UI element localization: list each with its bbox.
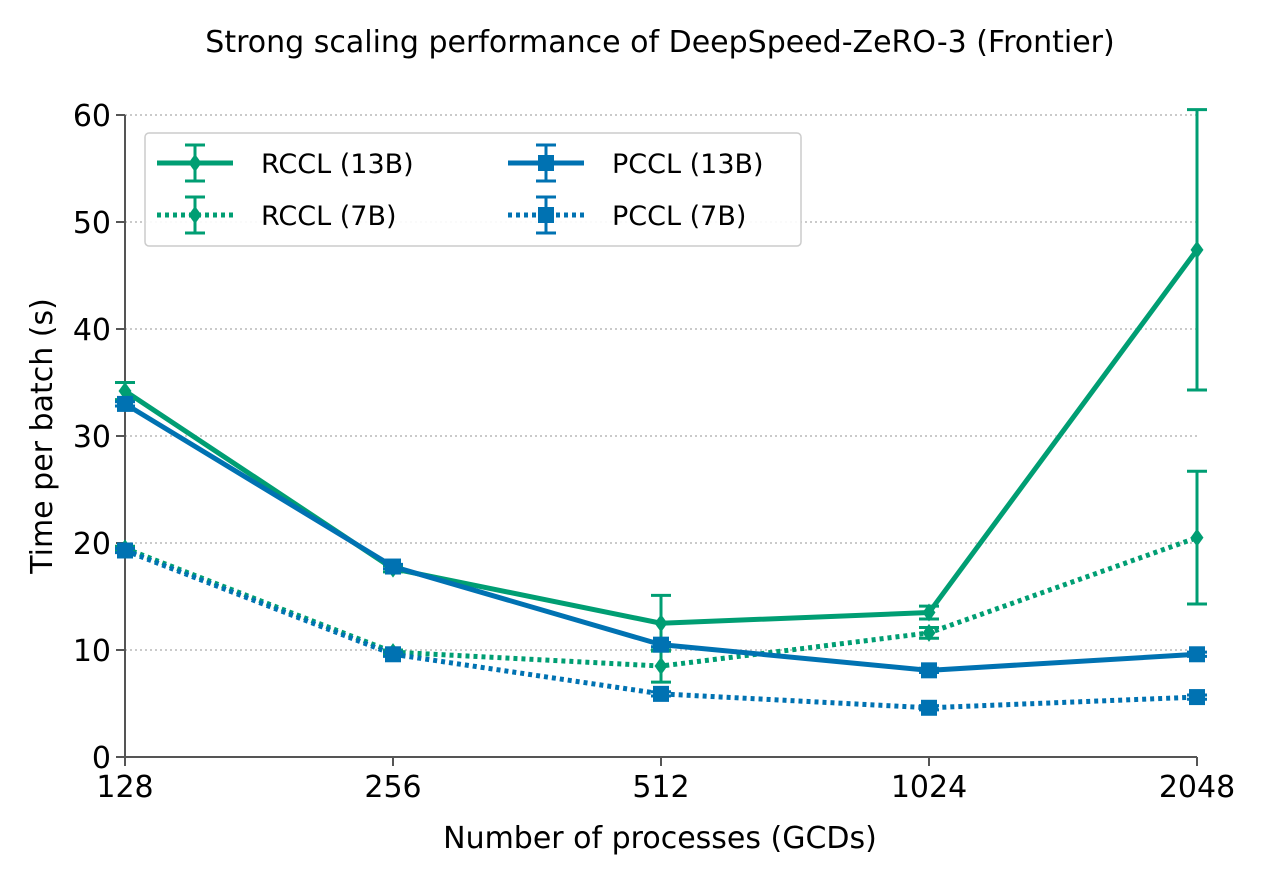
y-tick-label: 20 bbox=[73, 527, 111, 562]
y-axis-label: Time per batch (s) bbox=[25, 298, 60, 575]
legend-marker bbox=[538, 207, 554, 223]
y-tick-label: 30 bbox=[73, 420, 111, 455]
data-point bbox=[118, 382, 132, 401]
chart-title: Strong scaling performance of DeepSpeed-… bbox=[205, 25, 1114, 60]
data-point bbox=[653, 685, 669, 702]
data-point bbox=[1190, 528, 1204, 547]
data-point bbox=[654, 614, 668, 633]
data-point bbox=[921, 699, 937, 716]
legend-item-rccl-7b: RCCL (7B) bbox=[157, 195, 397, 235]
x-tick-label: 256 bbox=[364, 770, 421, 805]
x-axis-label: Number of processes (GCDs) bbox=[443, 821, 877, 856]
legend-marker bbox=[538, 155, 554, 171]
y-tick-label: 40 bbox=[73, 313, 111, 348]
legend-marker bbox=[188, 154, 202, 172]
y-tick-label: 50 bbox=[73, 206, 111, 241]
x-tick-label: 1024 bbox=[891, 770, 967, 805]
series-layer bbox=[115, 108, 1207, 716]
data-point bbox=[922, 603, 936, 622]
data-point bbox=[117, 542, 133, 559]
data-point bbox=[921, 662, 937, 679]
axes: 0 10 20 30 40 50 60 128 256 512 1024 2048 bbox=[73, 99, 1235, 805]
series-pccl-13b bbox=[115, 395, 1207, 679]
legend-label: PCCL (13B) bbox=[612, 149, 764, 180]
y-tick-label: 10 bbox=[73, 634, 111, 669]
x-tick-label: 128 bbox=[96, 770, 153, 805]
data-point bbox=[1190, 240, 1204, 259]
legend-item-rccl-13b: RCCL (13B) bbox=[157, 143, 414, 183]
data-point bbox=[385, 558, 401, 575]
data-point bbox=[385, 646, 401, 663]
data-point bbox=[117, 395, 133, 412]
x-tick-label: 512 bbox=[632, 770, 689, 805]
legend-label: RCCL (13B) bbox=[261, 149, 414, 180]
legend-marker bbox=[188, 206, 202, 224]
data-point bbox=[922, 623, 936, 642]
y-tick-label: 60 bbox=[73, 99, 111, 134]
x-tick-label: 2048 bbox=[1159, 770, 1235, 805]
legend-item-pccl-13b: PCCL (13B) bbox=[508, 143, 764, 183]
y-tick-label: 0 bbox=[92, 741, 111, 776]
legend-box bbox=[144, 132, 802, 247]
legend-item-pccl-7b: PCCL (7B) bbox=[508, 195, 746, 235]
data-point bbox=[1189, 646, 1205, 663]
data-point bbox=[1189, 689, 1205, 706]
legend-label: PCCL (7B) bbox=[612, 201, 746, 232]
legend: RCCL (13B) RCCL (7B) PCCL (13B) PCCL (7B) bbox=[144, 132, 802, 247]
data-point bbox=[653, 636, 669, 653]
series-pccl-7b bbox=[115, 542, 1207, 716]
legend-label: RCCL (7B) bbox=[261, 201, 397, 232]
data-point bbox=[654, 657, 668, 676]
